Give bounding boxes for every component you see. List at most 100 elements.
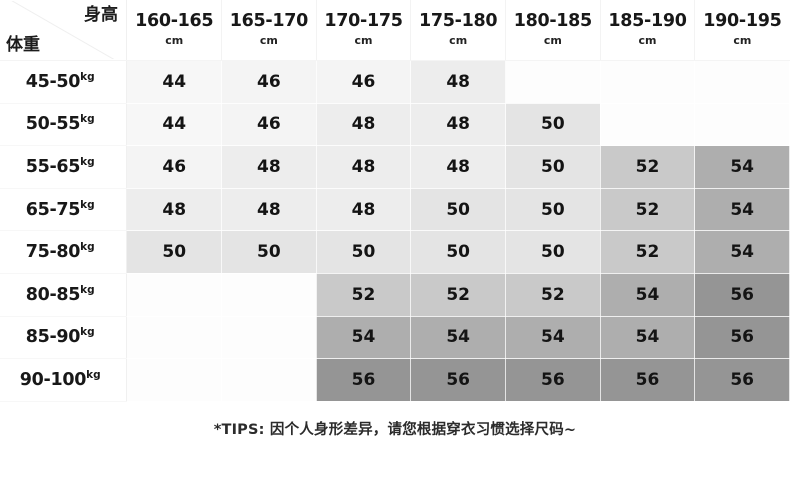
corner-height-label: 身高 (84, 5, 118, 25)
size-cell: 46 (126, 145, 223, 189)
size-cell: 54 (600, 273, 696, 317)
size-chart-table: 身高 体重 160-165 cm 165-170 cm 170-175 cm (0, 0, 790, 402)
column-header-170-175: 170-175 cm (316, 0, 412, 61)
row-header-weight: 65-75kg (0, 188, 128, 232)
column-header-range: 185-190 (608, 10, 687, 31)
size-cell: 54 (600, 316, 696, 360)
size-cell: 56 (694, 273, 790, 317)
size-cell-empty (505, 60, 601, 104)
size-cell: 56 (694, 316, 790, 360)
column-header-unit: cm (733, 33, 752, 47)
corner-weight-label: 体重 (6, 35, 40, 55)
size-cell-empty (126, 316, 223, 360)
column-header-unit: cm (259, 33, 278, 47)
size-cell: 48 (410, 103, 506, 147)
row-header-weight: 55-65kg (0, 145, 128, 189)
table-body: 45-50kg 44 46 46 48 50-55kg 44 46 48 48 50 55-65kg 4… (0, 60, 790, 402)
size-cell: 52 (600, 145, 696, 189)
row-header-unit: kg (80, 70, 95, 83)
size-cell: 48 (410, 60, 506, 104)
row-header-unit: kg (80, 283, 95, 296)
size-cell: 50 (505, 230, 601, 274)
table-header-row: 身高 体重 160-165 cm 165-170 cm 170-175 cm (0, 0, 790, 61)
row-header-weight: 75-80kg (0, 230, 128, 274)
size-cell: 48 (316, 188, 412, 232)
size-cell: 54 (410, 316, 506, 360)
column-header-range: 180-185 (513, 10, 593, 31)
size-cell: 52 (410, 273, 506, 317)
size-cell: 48 (410, 145, 506, 189)
size-cell-empty (126, 273, 223, 317)
row-header-unit: kg (80, 155, 95, 168)
size-cell: 54 (316, 316, 412, 360)
table-row: 80-85kg 52 52 52 54 56 (0, 273, 790, 317)
size-cell: 44 (126, 103, 223, 147)
size-cell: 50 (316, 230, 412, 274)
row-header-range: 80-85 (25, 284, 81, 305)
column-header-190-195: 190-195 cm (694, 0, 790, 61)
row-header-range: 90-100 (19, 369, 87, 390)
size-cell-empty (221, 316, 317, 360)
row-header-range: 85-90 (25, 327, 81, 348)
size-cell: 48 (316, 145, 412, 189)
size-cell: 50 (410, 188, 506, 232)
column-header-unit: cm (165, 33, 184, 47)
column-header-range: 160-165 (135, 10, 214, 31)
size-cell: 56 (505, 358, 601, 402)
size-cell: 54 (505, 316, 601, 360)
row-header-range: 75-80 (25, 242, 81, 263)
size-cell: 50 (221, 230, 317, 274)
size-cell: 52 (600, 230, 696, 274)
row-header-unit: kg (80, 113, 95, 126)
size-cell: 46 (221, 103, 317, 147)
column-header-range: 175-180 (419, 10, 498, 31)
size-cell: 52 (316, 273, 412, 317)
size-cell: 44 (126, 60, 223, 104)
size-cell: 54 (694, 230, 790, 274)
tips-row: *TIPS: 因个人身形差异，请您根据穿衣习惯选择尺码~ (0, 418, 790, 439)
corner-inner: 身高 体重 (0, 1, 126, 59)
size-cell: 54 (694, 145, 790, 189)
table-row: 65-75kg 48 48 48 50 50 52 54 (0, 188, 790, 232)
size-cell: 50 (410, 230, 506, 274)
row-header-weight: 50-55kg (0, 103, 128, 147)
row-header-range: 50-55 (25, 114, 81, 135)
table-row: 55-65kg 46 48 48 48 50 52 54 (0, 145, 790, 189)
size-cell: 50 (505, 103, 601, 147)
row-header-weight: 85-90kg (0, 316, 128, 360)
size-cell: 50 (505, 145, 601, 189)
table-row: 75-80kg 50 50 50 50 50 52 54 (0, 230, 790, 274)
table-header: 身高 体重 160-165 cm 165-170 cm 170-175 cm (0, 0, 790, 61)
row-header-unit: kg (80, 241, 95, 254)
size-cell: 48 (221, 188, 317, 232)
size-cell-empty (694, 103, 790, 147)
tips-text: *TIPS: 因个人身形差异，请您根据穿衣习惯选择尺码~ (213, 422, 577, 438)
size-cell: 56 (600, 358, 696, 402)
row-header-range: 45-50 (25, 71, 81, 92)
size-cell: 48 (316, 103, 412, 147)
size-cell-empty (126, 358, 223, 402)
column-header-185-190: 185-190 cm (600, 0, 696, 61)
size-cell: 46 (221, 60, 317, 104)
column-header-range: 190-195 (703, 10, 782, 31)
size-cell-empty (600, 60, 696, 104)
row-header-unit: kg (80, 326, 95, 339)
table-row: 50-55kg 44 46 48 48 50 (0, 103, 790, 147)
size-cell: 54 (694, 188, 790, 232)
column-header-175-180: 175-180 cm (410, 0, 506, 61)
corner-header-cell: 身高 体重 (0, 0, 128, 61)
size-cell: 48 (221, 145, 317, 189)
column-header-160-165: 160-165 cm (126, 0, 223, 61)
column-header-range: 170-175 (324, 10, 403, 31)
row-header-weight: 90-100kg (0, 358, 128, 402)
size-cell: 56 (410, 358, 506, 402)
column-header-unit: cm (543, 33, 562, 47)
size-cell-empty (221, 273, 317, 317)
table-row: 90-100kg 56 56 56 56 56 (0, 358, 790, 402)
column-header-unit: cm (449, 33, 468, 47)
table-row: 85-90kg 54 54 54 54 56 (0, 316, 790, 360)
row-header-unit: kg (86, 368, 101, 381)
row-header-unit: kg (80, 198, 95, 211)
size-cell: 56 (316, 358, 412, 402)
column-header-unit: cm (354, 33, 373, 47)
